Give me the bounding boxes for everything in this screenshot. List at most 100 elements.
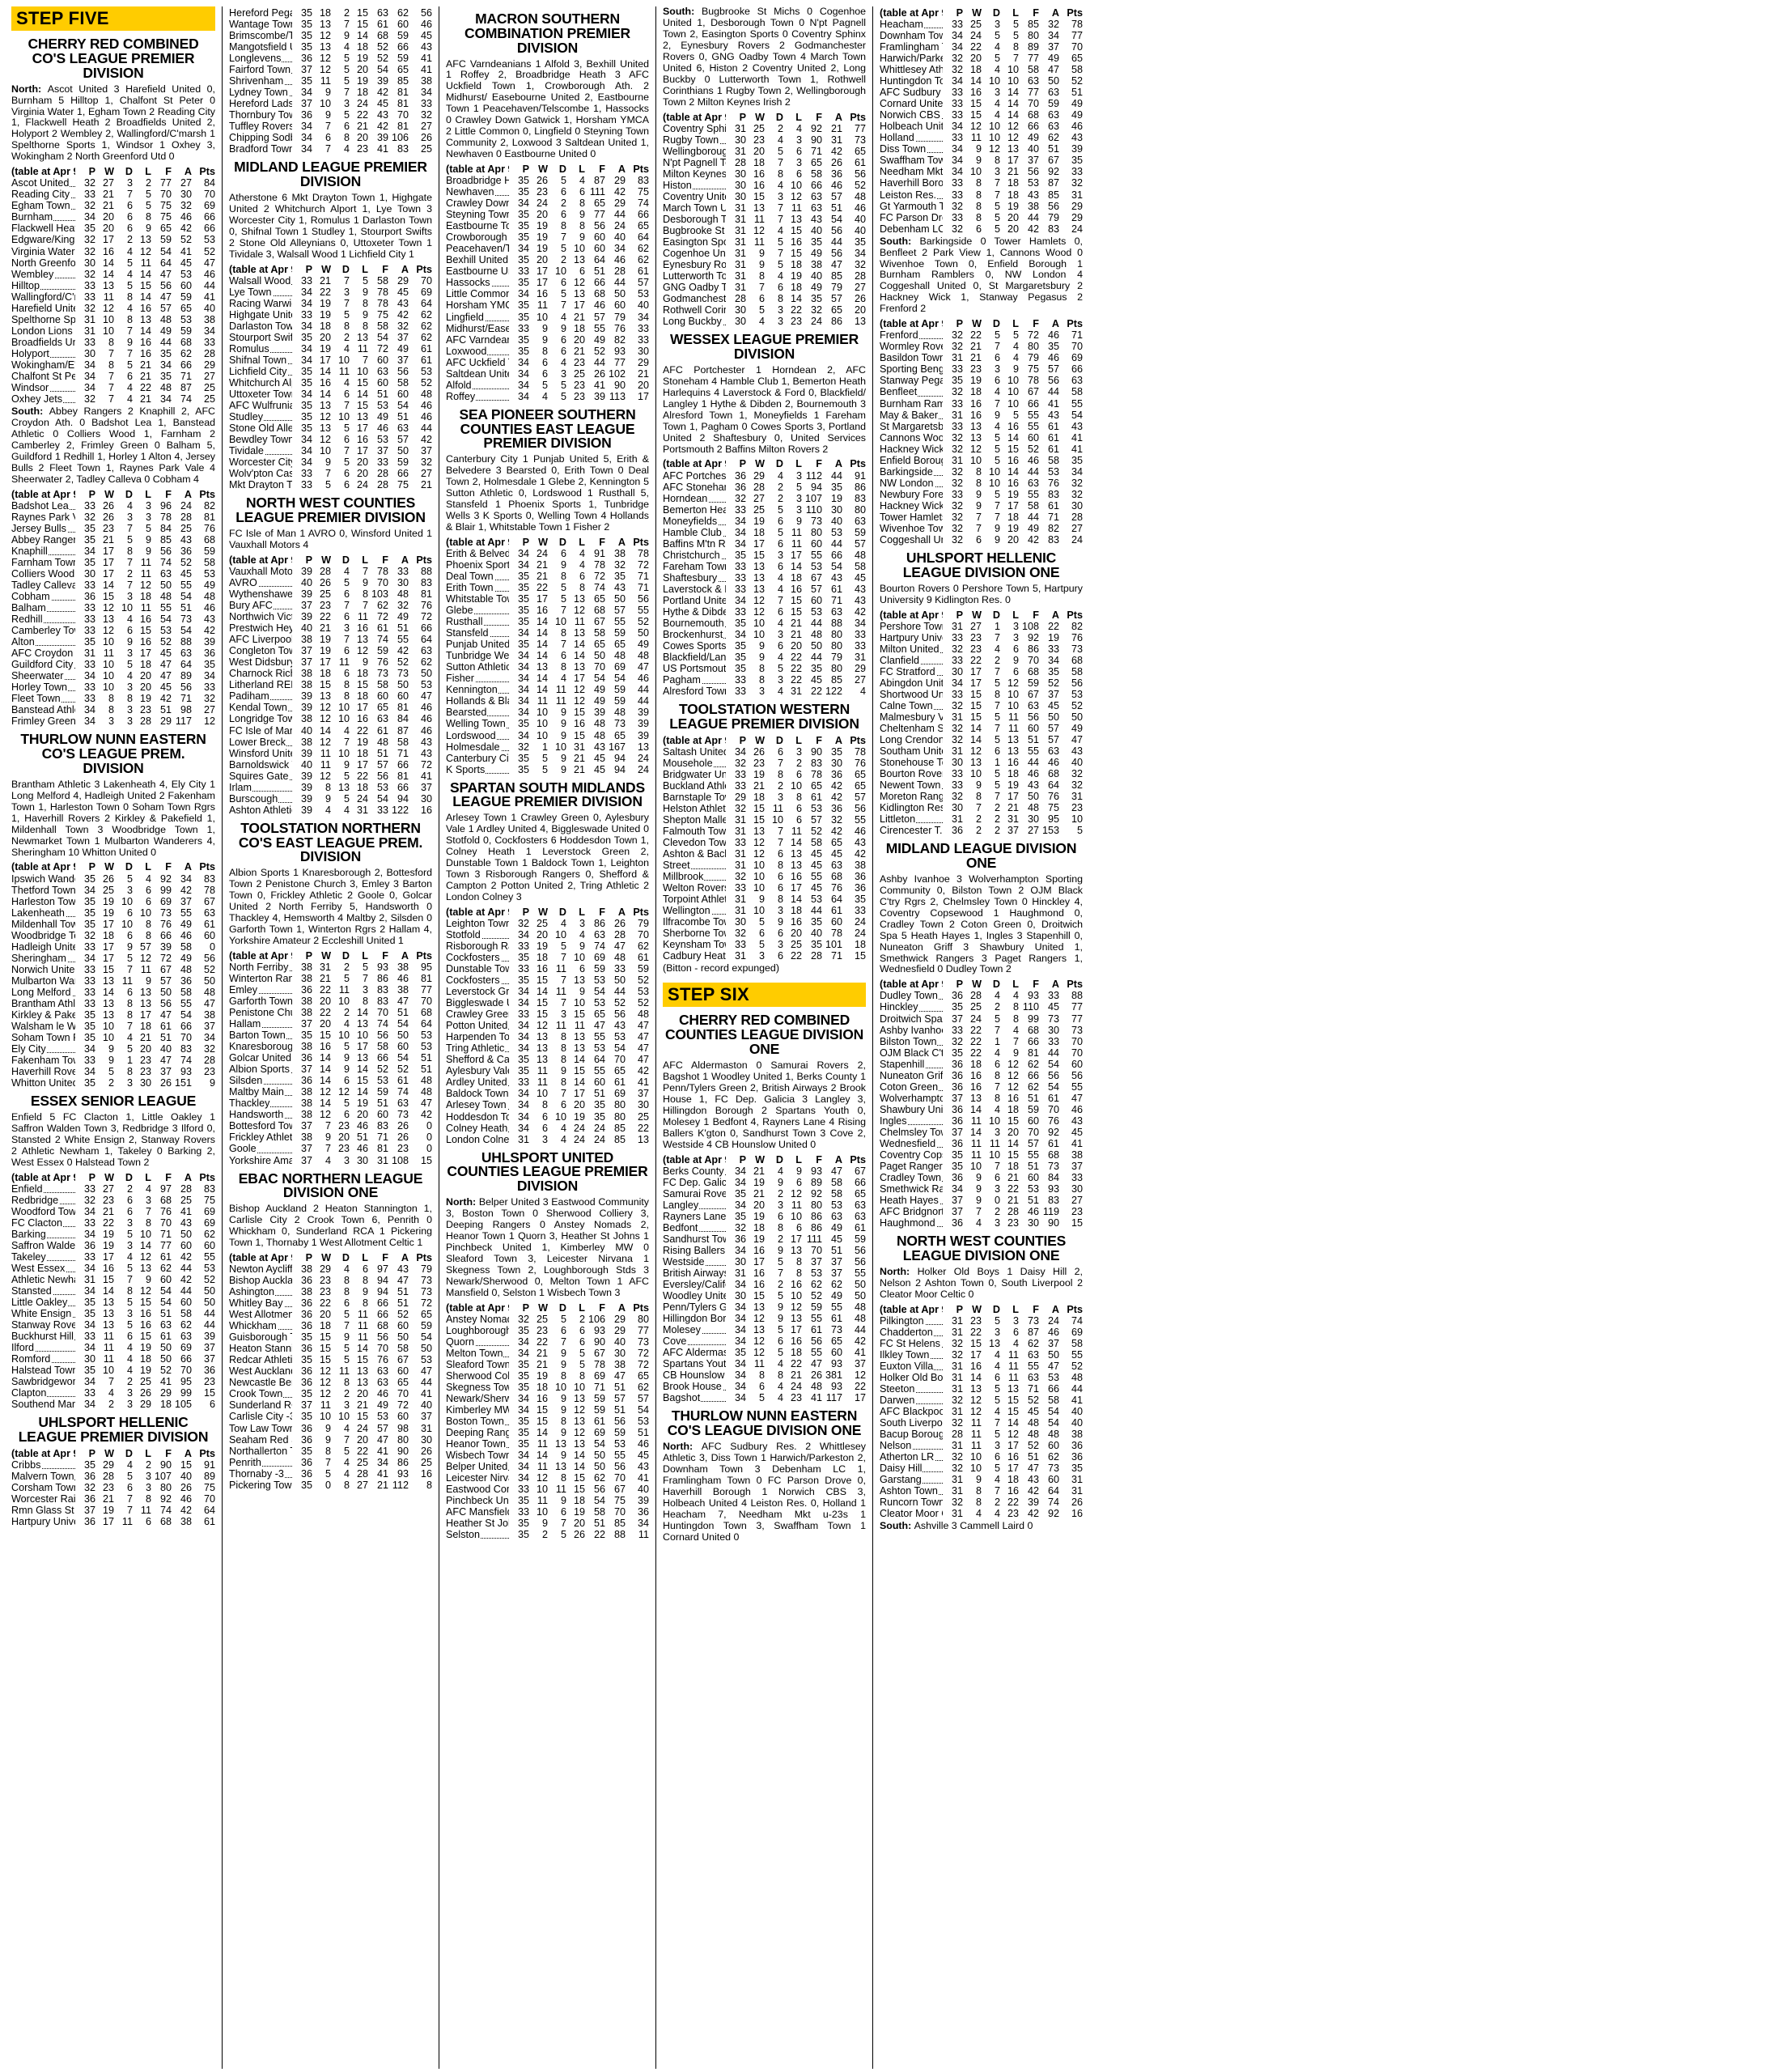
stat-f: 67: [810, 571, 822, 584]
stat-p: 34: [734, 1199, 746, 1211]
stat-pts: 66: [637, 209, 649, 221]
stat-p: 38: [300, 1098, 312, 1110]
stat-l: 20: [139, 681, 151, 694]
table-row: Clapton 33 4 3 26 29 99 15: [11, 1387, 215, 1399]
team-name-cell: AFC Sudbury Res.: [880, 87, 943, 99]
stat-a: 46: [180, 1493, 192, 1505]
stat-l: L: [145, 1448, 151, 1460]
stat-p: 33: [517, 1008, 529, 1021]
stat-w: 15: [102, 963, 114, 975]
stat-pts: 61: [203, 1516, 215, 1528]
stat-pts: 47: [637, 1054, 649, 1066]
stat-d: 8: [560, 1416, 566, 1428]
team-name-cell: Woodbridge Town: [11, 929, 75, 941]
team-name-cell: Alfold: [446, 379, 509, 391]
stat-p: 36: [300, 1275, 312, 1287]
stat-p: 35: [517, 582, 529, 594]
stat-w: 11: [970, 1149, 982, 1161]
stat-a: 117: [825, 1392, 842, 1404]
stat-f: 42: [376, 87, 388, 99]
stat-l: 16: [356, 434, 368, 446]
stat-d: 6: [777, 871, 783, 883]
stat-p: 37: [300, 1120, 312, 1132]
stat-f: 85: [1027, 19, 1039, 31]
stat-pts: 70: [203, 1493, 215, 1505]
stat-a: 167: [608, 741, 626, 753]
stat-p: 36: [300, 1433, 312, 1446]
stat-l: 14: [356, 388, 368, 401]
stat-f: 64: [593, 1054, 605, 1066]
stat-l: 13: [790, 1244, 802, 1256]
stat-p: 37: [300, 600, 312, 612]
team-name: FC Parson Drove: [880, 211, 943, 223]
stat-w: 19: [102, 1228, 114, 1240]
stat-a: 80: [830, 639, 842, 652]
stat-a: 55: [613, 616, 626, 628]
stat-a: 33: [613, 963, 626, 975]
stat-d: D: [341, 949, 350, 962]
stat-d: 2: [994, 654, 1000, 666]
stat-pts: 70: [1071, 341, 1083, 353]
stat-l: 6: [1012, 665, 1019, 677]
stat-pts: 32: [1071, 488, 1083, 500]
stat-p: 33: [734, 686, 746, 698]
stat-l: 29: [139, 1399, 151, 1411]
stat-pts: 62: [637, 1381, 649, 1393]
league-table: (table at Apr 9) P W D L F A Pts Badshot Lea 33 26…: [11, 488, 215, 728]
team-name: Ely City: [11, 1042, 47, 1055]
stat-f: 68: [159, 1516, 172, 1528]
stat-pts: 32: [1071, 779, 1083, 791]
stat-l: 23: [1007, 1217, 1019, 1229]
table-row: Stanway Pegasus3519610785663: [880, 375, 1083, 387]
team-name: Selston: [446, 1529, 481, 1541]
stat-pts: 51: [637, 1427, 649, 1439]
stat-l: 15: [573, 1008, 585, 1021]
col5-table-cont: (table at Apr 9)PWDLFAPtsHeacham33253585…: [880, 7, 1083, 235]
stat-d: D: [992, 7, 1000, 19]
stat-p: 32: [83, 268, 95, 280]
stat-p: 32: [83, 1482, 95, 1494]
stat-pts: 23: [1071, 802, 1083, 814]
stat-l: 18: [139, 1020, 151, 1032]
stat-f: 43: [593, 741, 605, 753]
stat-f: F: [1033, 609, 1039, 621]
stat-w: 17: [969, 677, 982, 689]
stat-d: 6: [343, 1297, 350, 1310]
stat-a: 24: [613, 220, 626, 232]
stat-a: 24: [180, 499, 192, 512]
stat-pts: 48: [637, 650, 649, 662]
stat-a: 71: [180, 693, 192, 705]
stat-l: 5: [579, 1358, 585, 1370]
table-row: Lye Town 34 22 3 9 78 45 69: [229, 286, 432, 298]
stat-w: 14: [969, 1126, 982, 1138]
stat-d: 4: [560, 917, 566, 929]
team-name: Goole: [229, 1143, 257, 1155]
stat-d: 9: [560, 1403, 566, 1416]
table-row: Bottesford Town377234683260: [229, 1120, 432, 1132]
stat-d: 6: [777, 745, 783, 758]
team-name: Ingles: [880, 1115, 908, 1127]
stat-a: 65: [613, 639, 626, 651]
stat-l: 20: [573, 333, 585, 346]
stat-f: F: [382, 949, 388, 962]
stat-a: 49: [180, 952, 192, 964]
stat-d: 8: [994, 688, 1000, 700]
stat-f: 33: [376, 804, 388, 816]
stat-d: 5: [994, 767, 1000, 779]
stat-d: D: [341, 263, 350, 275]
stat-l: 17: [790, 549, 802, 561]
team-name: Shawbury United: [880, 1103, 943, 1115]
stat-f: 34: [376, 1456, 388, 1468]
team-name: Hollands & Blair: [446, 695, 509, 707]
stat-a: 44: [1047, 1047, 1059, 1059]
stat-pts: 73: [420, 1286, 432, 1298]
stat-d: 7: [994, 791, 1000, 803]
team-name-cell: Godmanchester: [663, 293, 726, 305]
team-name: Hinckley: [880, 1001, 919, 1013]
stat-l: 3: [145, 1482, 151, 1494]
stat-l: 23: [573, 356, 585, 368]
stat-d: 3: [343, 286, 350, 298]
stat-pts: 69: [420, 286, 432, 298]
stat-a: 55: [180, 906, 192, 919]
